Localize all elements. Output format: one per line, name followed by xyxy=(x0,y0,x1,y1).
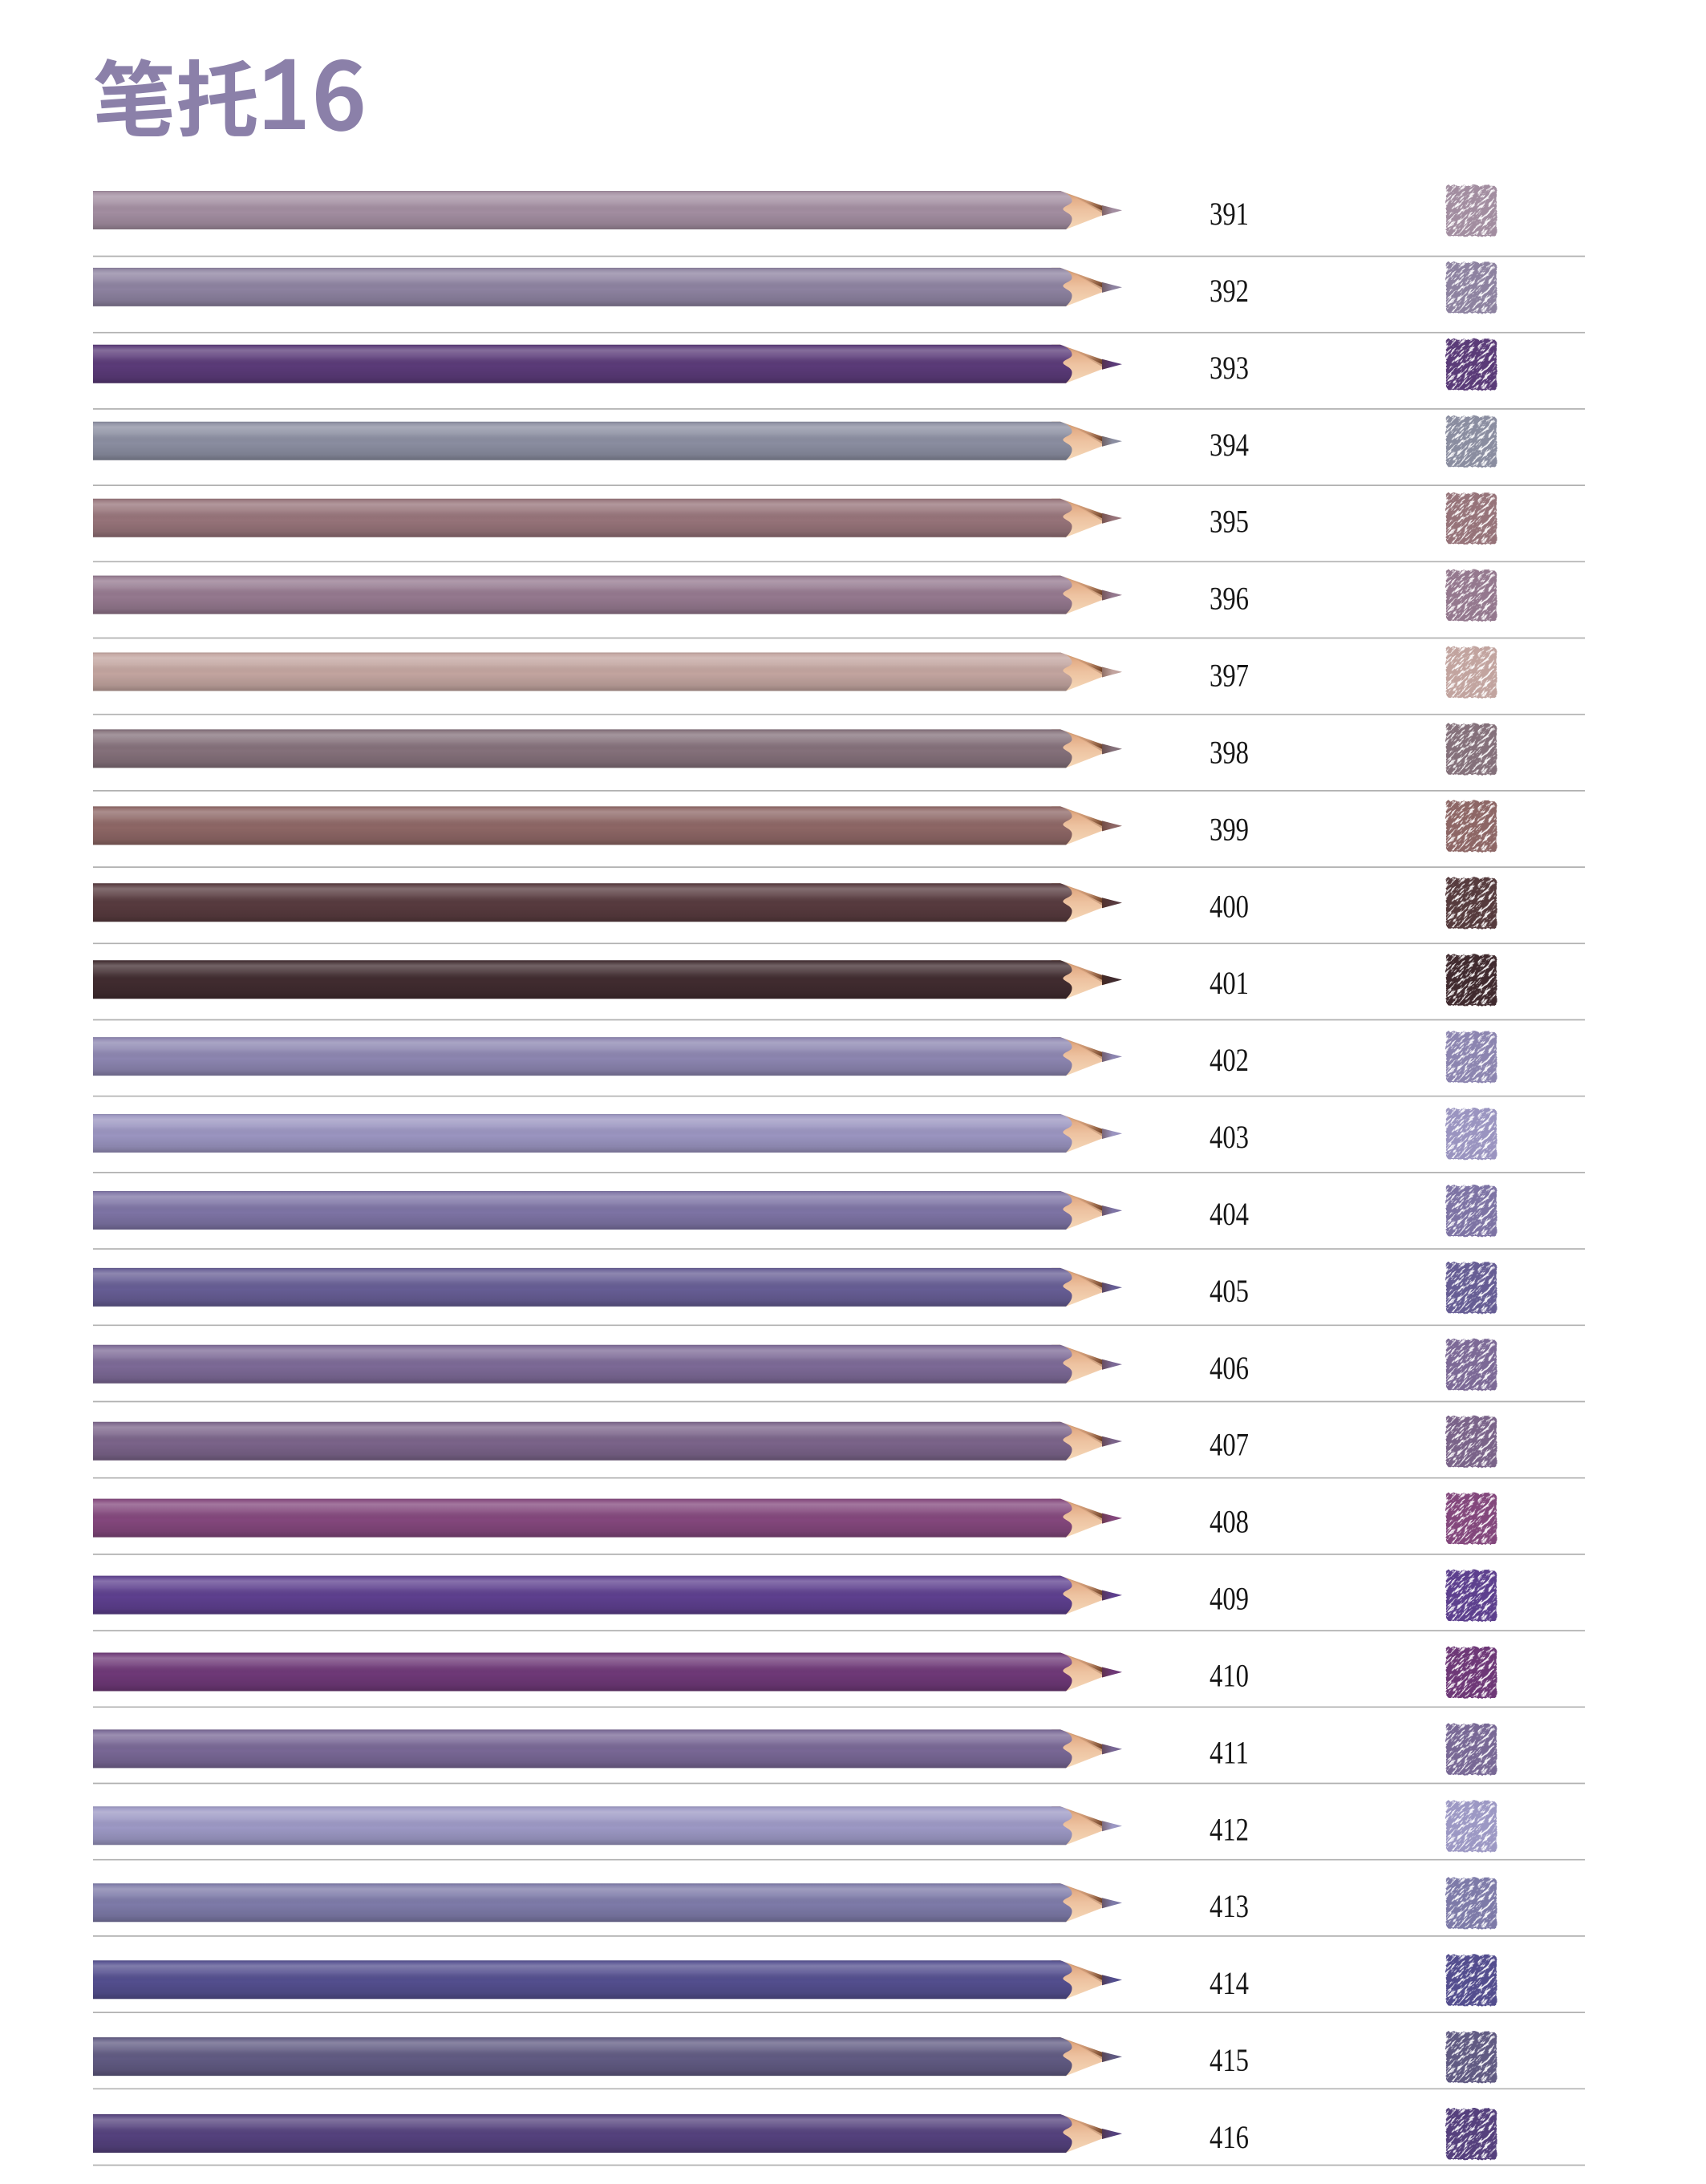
svg-text:408: 408 xyxy=(1210,1504,1249,1540)
svg-text:392: 392 xyxy=(1210,273,1249,309)
svg-text:410: 410 xyxy=(1210,1658,1249,1694)
svg-text:394: 394 xyxy=(1210,427,1249,463)
svg-text:415: 415 xyxy=(1210,2042,1249,2078)
svg-text:399: 399 xyxy=(1210,811,1249,847)
svg-text:403: 403 xyxy=(1210,1119,1249,1155)
svg-text:395: 395 xyxy=(1210,504,1249,540)
svg-text:402: 402 xyxy=(1210,1042,1249,1078)
svg-text:406: 406 xyxy=(1210,1350,1249,1386)
svg-text:400: 400 xyxy=(1210,888,1249,924)
svg-text:401: 401 xyxy=(1210,965,1249,1001)
svg-text:411: 411 xyxy=(1210,1734,1249,1770)
svg-text:413: 413 xyxy=(1210,1888,1249,1924)
svg-text:391: 391 xyxy=(1210,196,1249,232)
svg-text:412: 412 xyxy=(1210,1811,1249,1847)
svg-text:396: 396 xyxy=(1210,581,1249,617)
svg-text:397: 397 xyxy=(1210,658,1249,694)
svg-text:409: 409 xyxy=(1210,1581,1249,1617)
svg-text:416: 416 xyxy=(1210,2119,1249,2155)
svg-text:393: 393 xyxy=(1210,350,1249,386)
svg-text:404: 404 xyxy=(1210,1196,1249,1232)
svg-text:405: 405 xyxy=(1210,1273,1249,1309)
svg-text:398: 398 xyxy=(1210,734,1249,770)
svg-text:414: 414 xyxy=(1210,1965,1249,2001)
svg-text:407: 407 xyxy=(1210,1427,1249,1463)
